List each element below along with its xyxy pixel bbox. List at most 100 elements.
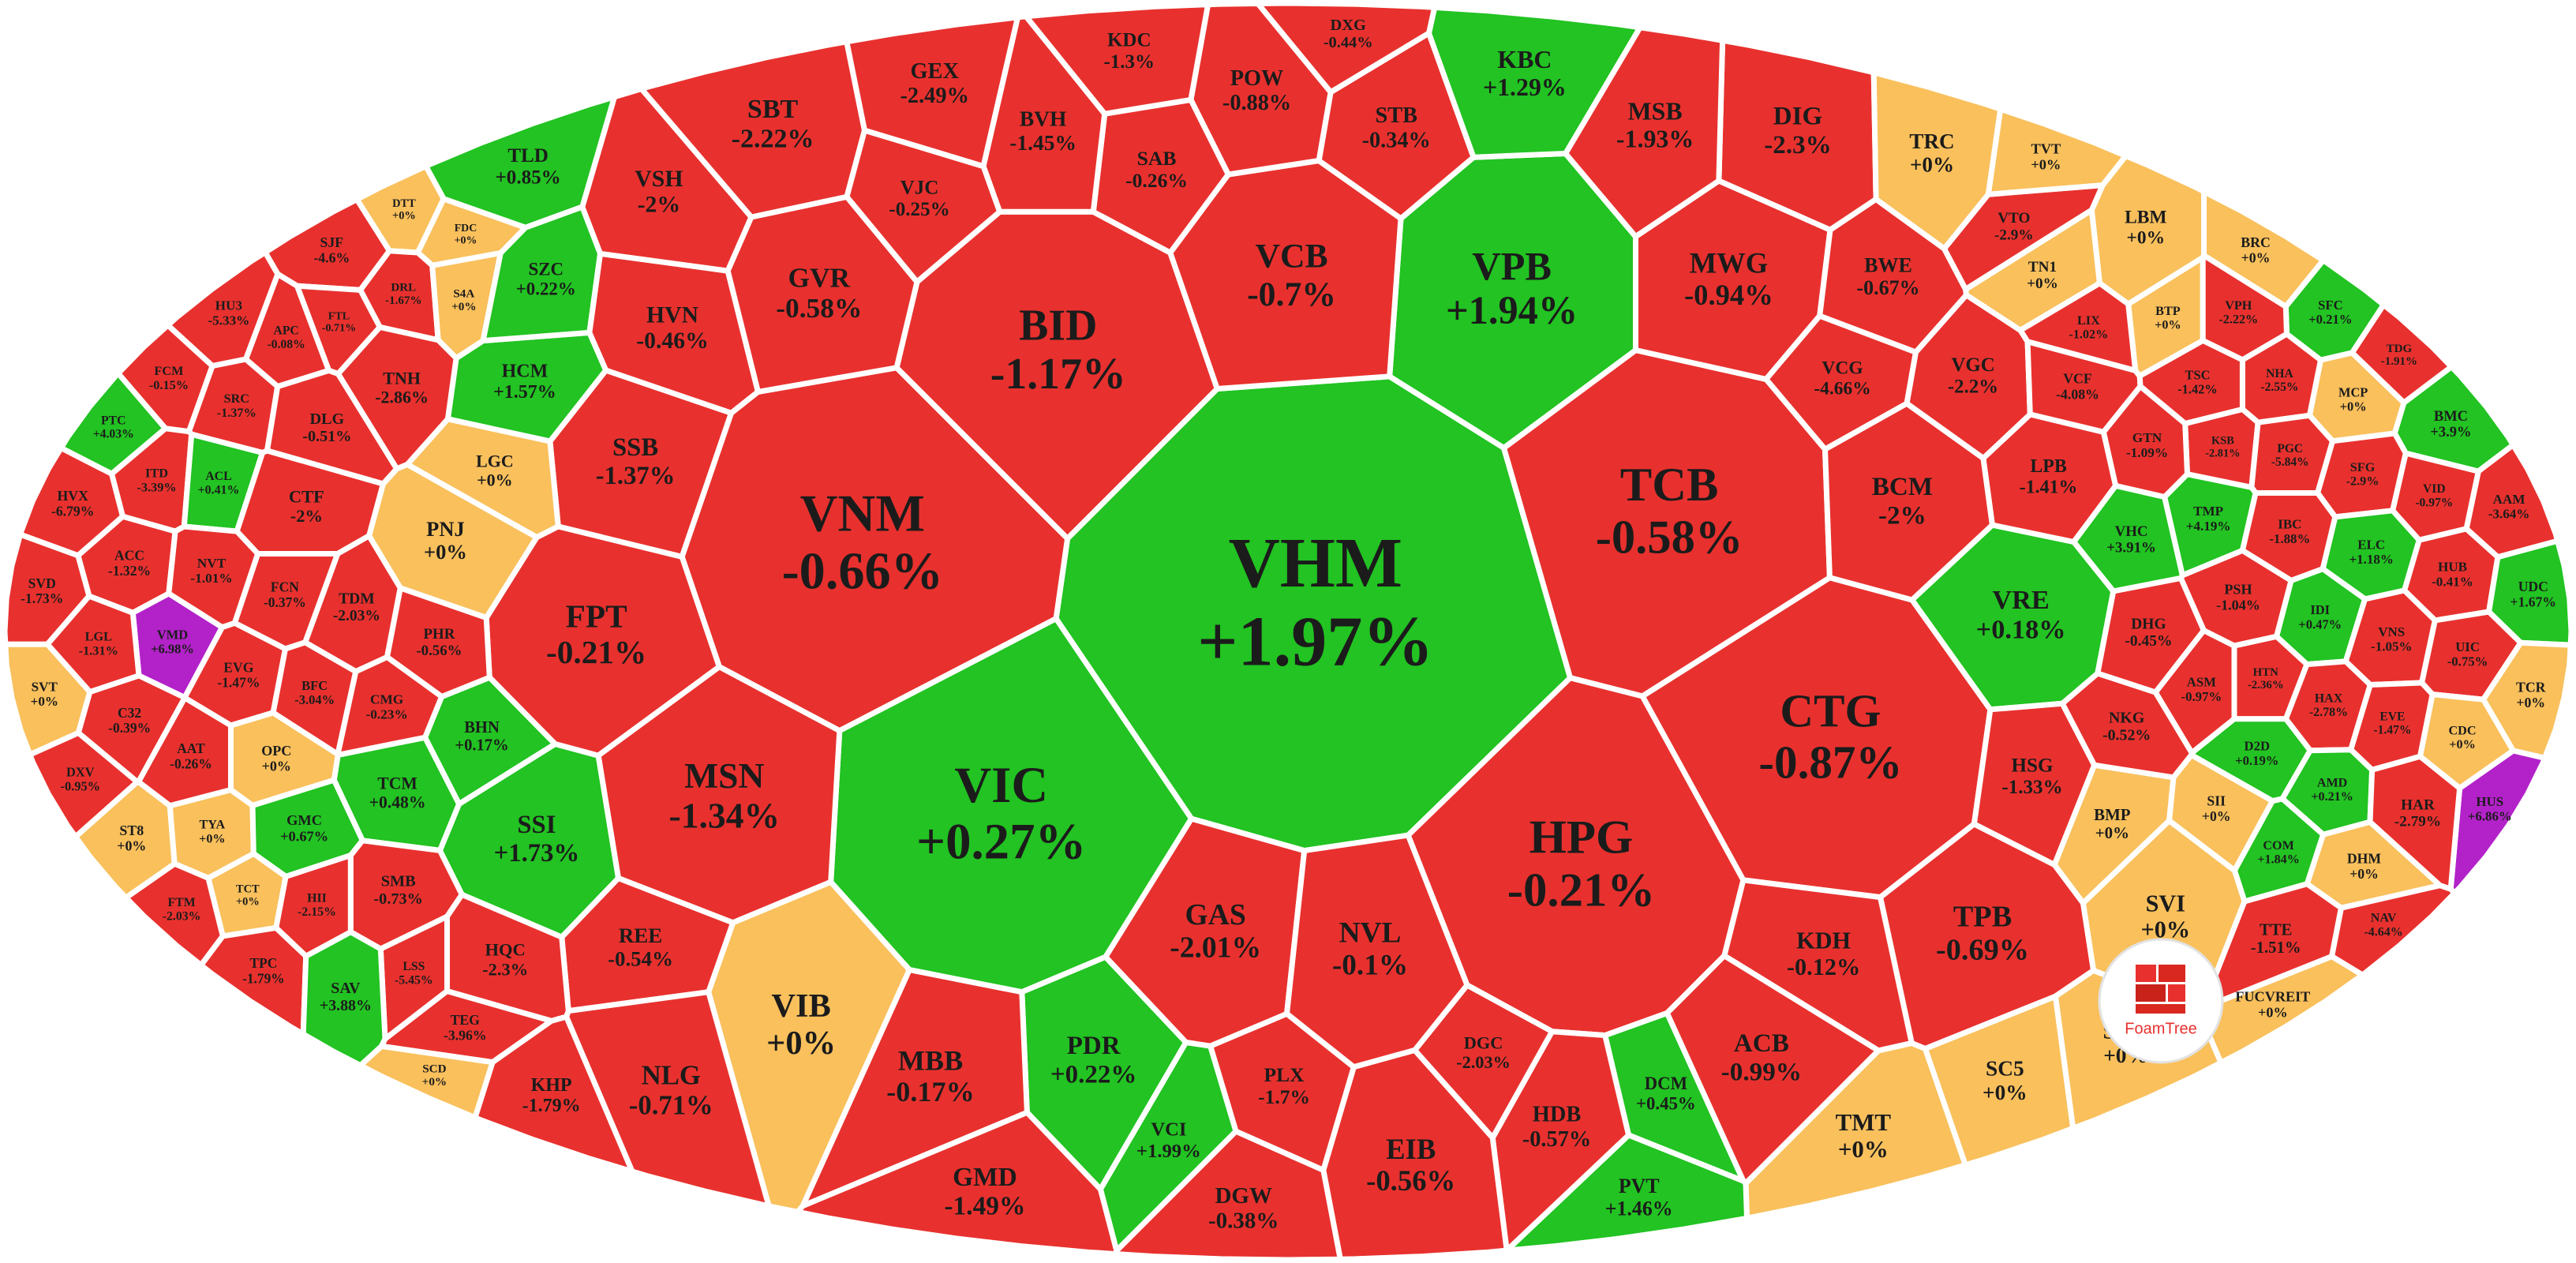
change-label: -0.87% bbox=[1758, 736, 1902, 789]
ticker: HPG bbox=[1530, 811, 1634, 864]
change-label: -0.73% bbox=[373, 890, 423, 908]
ticker: EVG bbox=[223, 659, 253, 675]
ticker: SAB bbox=[1137, 147, 1177, 170]
ticker: POW bbox=[1230, 66, 1284, 91]
stock-cell bbox=[1255, 0, 1438, 96]
ticker: DGW bbox=[1215, 1183, 1272, 1209]
change-label: +0% bbox=[2095, 823, 2129, 842]
ticker: TRC bbox=[1909, 129, 1954, 153]
ticker: MWG bbox=[1690, 247, 1769, 279]
ticker: LBM bbox=[2125, 207, 2167, 227]
ticker: VHM bbox=[1229, 523, 1402, 602]
ticker: NAV bbox=[2371, 912, 2397, 925]
change-label: -1.73% bbox=[21, 590, 63, 606]
change-label: -0.08% bbox=[267, 338, 305, 351]
change-label: -0.7% bbox=[1247, 275, 1336, 313]
ticker: AMD bbox=[2317, 776, 2347, 789]
ticker: CMG bbox=[370, 692, 403, 707]
change-label: +0% bbox=[2127, 227, 2166, 248]
ticker: HDB bbox=[1533, 1103, 1582, 1127]
change-label: -0.15% bbox=[149, 377, 189, 392]
ticker: D2D bbox=[2245, 738, 2270, 753]
ticker: SAV bbox=[331, 980, 361, 997]
ticker: SFC bbox=[2318, 298, 2343, 313]
ticker: TCB bbox=[1620, 459, 1719, 512]
ticker: SCD bbox=[422, 1062, 446, 1075]
ticker: DRL bbox=[391, 281, 416, 294]
change-label: +3.91% bbox=[2106, 540, 2156, 557]
ticker: MSB bbox=[1628, 98, 1683, 126]
ticker: NKG bbox=[2109, 710, 2144, 727]
change-label: +0.45% bbox=[1636, 1093, 1696, 1113]
ticker: LGC bbox=[476, 451, 514, 470]
ticker: PTC bbox=[101, 414, 125, 427]
ticker: TPB bbox=[1953, 901, 2012, 934]
change-label: -2.9% bbox=[1994, 227, 2034, 243]
ticker: AAT bbox=[177, 740, 205, 756]
ticker: APC bbox=[274, 324, 299, 338]
ticker: PGC bbox=[2277, 442, 2303, 455]
change-label: +1.46% bbox=[1605, 1197, 1673, 1220]
ticker: IDI bbox=[2310, 602, 2330, 617]
ticker: DTT bbox=[392, 197, 416, 210]
change-label: +4.03% bbox=[93, 428, 134, 441]
ticker: VNS bbox=[2378, 624, 2405, 639]
change-label: +0.22% bbox=[516, 279, 576, 299]
ticker: HII bbox=[307, 892, 327, 905]
change-label: +0% bbox=[451, 300, 476, 313]
ticker: COM bbox=[2263, 839, 2293, 853]
ticker: PVT bbox=[1619, 1175, 1660, 1197]
change-label: +0.19% bbox=[2235, 753, 2278, 768]
change-label: -4.66% bbox=[1814, 379, 1870, 399]
change-label: -1.41% bbox=[2020, 477, 2078, 497]
stock-cell bbox=[123, 860, 226, 969]
ticker: KBC bbox=[1497, 46, 1552, 73]
brand-logo[interactable]: FoamTree bbox=[2098, 938, 2224, 1064]
ticker: TCR bbox=[2516, 679, 2546, 695]
ticker: PLX bbox=[1264, 1063, 1305, 1086]
ticker: BMC bbox=[2434, 409, 2468, 425]
ticker: UDC bbox=[2518, 579, 2548, 594]
ticker: FCM bbox=[154, 363, 183, 378]
ticker: BFC bbox=[301, 678, 328, 693]
ticker: IBC bbox=[2278, 516, 2301, 531]
logo-tile bbox=[2136, 984, 2166, 1002]
change-label: +3.9% bbox=[2430, 425, 2471, 440]
ticker: VSH bbox=[635, 166, 683, 192]
change-label: -3.39% bbox=[137, 479, 176, 494]
change-label: +1.18% bbox=[2349, 552, 2393, 567]
ticker: ACB bbox=[1734, 1029, 1789, 1058]
ticker: TDG bbox=[2387, 343, 2413, 355]
change-label: -6.79% bbox=[51, 504, 95, 519]
change-label: +6.86% bbox=[2468, 808, 2512, 823]
stock-cell bbox=[2447, 748, 2548, 896]
change-label: -0.44% bbox=[1324, 34, 1373, 51]
ticker: VIC bbox=[954, 757, 1048, 814]
change-label: -2% bbox=[638, 192, 681, 218]
stock-cell bbox=[1412, 982, 1556, 1141]
change-label: +1.97% bbox=[1197, 602, 1433, 680]
change-label: +0% bbox=[262, 759, 291, 774]
change-label: -3.64% bbox=[2488, 507, 2530, 522]
change-label: -0.26% bbox=[1125, 169, 1188, 192]
change-label: -0.41% bbox=[2432, 575, 2473, 590]
ticker: GVR bbox=[788, 261, 850, 293]
ticker: BCM bbox=[1872, 472, 1933, 501]
change-label: -1.05% bbox=[2371, 639, 2412, 654]
change-label: -0.66% bbox=[782, 543, 943, 601]
ticker: CDC bbox=[2448, 723, 2476, 737]
ticker: SMB bbox=[381, 873, 416, 890]
ticker: SSI bbox=[517, 811, 556, 839]
ticker: FUCVREIT bbox=[2235, 988, 2310, 1004]
change-label: -1.32% bbox=[108, 563, 151, 579]
ticker: FCN bbox=[271, 579, 299, 594]
ticker: ITD bbox=[145, 465, 168, 480]
ticker: DLG bbox=[309, 410, 344, 428]
change-label: -2.22% bbox=[732, 124, 814, 153]
ticker: KDH bbox=[1796, 928, 1851, 954]
ticker: TVT bbox=[2031, 141, 2061, 156]
change-label: -1.37% bbox=[217, 405, 256, 420]
change-label: -2% bbox=[1878, 501, 1926, 530]
ticker: DCM bbox=[1645, 1074, 1687, 1093]
change-label: +0% bbox=[1910, 153, 1954, 177]
